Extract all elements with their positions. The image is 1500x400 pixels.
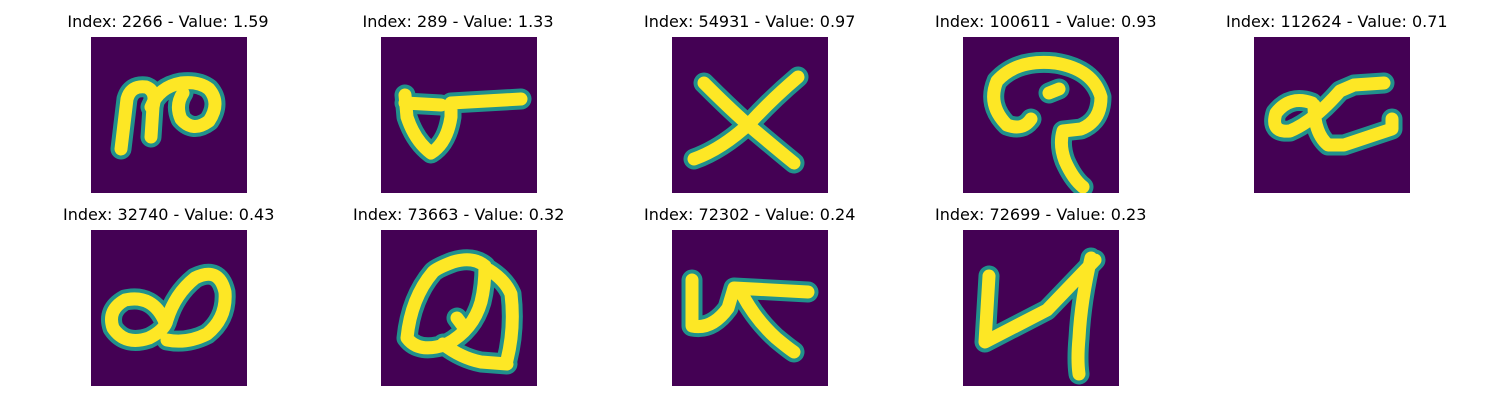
panel-title: Index: 112624 - Value: 0.71 <box>1226 12 1448 31</box>
a-loop-glyph <box>396 249 523 375</box>
panel-title: Index: 100611 - Value: 0.93 <box>935 12 1157 31</box>
pc-ligature-glyph <box>110 72 226 160</box>
panel-title: Index: 73663 - Value: 0.32 <box>353 205 565 224</box>
panel-title: Index: 72302 - Value: 0.24 <box>644 205 856 224</box>
panel-title: Index: 72699 - Value: 0.23 <box>935 205 1147 224</box>
panel-title: Index: 2266 - Value: 1.59 <box>67 12 269 31</box>
character-image <box>91 230 247 386</box>
character-image <box>1254 37 1410 193</box>
character-image <box>91 37 247 193</box>
alpha-c-glyph <box>1264 72 1403 156</box>
character-image <box>672 37 828 193</box>
q-glyph <box>983 51 1112 193</box>
x-glyph <box>683 66 809 174</box>
character-image <box>381 37 537 193</box>
triangle-with-bar-glyph <box>394 84 532 164</box>
character-image <box>963 37 1119 193</box>
character-image <box>963 230 1119 386</box>
panel-title: Index: 32740 - Value: 0.43 <box>63 205 275 224</box>
alpha-k-glyph <box>681 269 819 363</box>
character-image <box>381 230 537 386</box>
n-four-glyph <box>974 247 1106 385</box>
character-image <box>672 230 828 386</box>
panel-title: Index: 289 - Value: 1.33 <box>362 12 554 31</box>
double-loop-glyph <box>101 263 236 352</box>
panel-title: Index: 54931 - Value: 0.97 <box>644 12 856 31</box>
